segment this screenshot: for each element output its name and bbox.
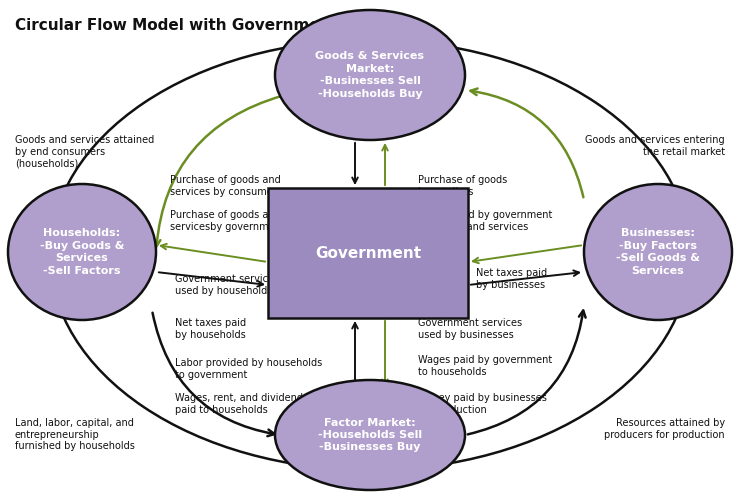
Text: Purchase of goods and
servicesby government: Purchase of goods and servicesby governm… [170, 210, 284, 231]
Text: Businesses:
-Buy Factors
-Sell Goods &
Services: Businesses: -Buy Factors -Sell Goods & S… [616, 228, 700, 276]
Ellipse shape [275, 380, 465, 490]
Text: Land, labor, capital, and
entrepreneurship
furnished by households: Land, labor, capital, and entrepreneursh… [15, 418, 135, 451]
Text: Resources attained by
producers for production: Resources attained by producers for prod… [604, 418, 725, 440]
Ellipse shape [584, 184, 732, 320]
Text: Net taxes paid
by businesses: Net taxes paid by businesses [476, 268, 547, 290]
Text: Government: Government [315, 245, 421, 261]
Text: Goods and services attained
by end consumers
(households): Goods and services attained by end consu… [15, 135, 154, 168]
Text: Government services
used by businesses: Government services used by businesses [418, 318, 522, 340]
Text: Goods & Services
Market:
-Businesses Sell
-Households Buy: Goods & Services Market: -Businesses Sel… [315, 51, 425, 99]
Text: Wages paid by government
to households: Wages paid by government to households [418, 355, 552, 377]
Text: Purchase of goods
by retailers: Purchase of goods by retailers [418, 175, 507, 197]
Text: Circular Flow Model with Government: Circular Flow Model with Government [15, 18, 338, 33]
Text: Labor provided by households
to government: Labor provided by households to governme… [175, 358, 322, 380]
Text: Households:
-Buy Goods &
Services
-Sell Factors: Households: -Buy Goods & Services -Sell … [40, 228, 125, 276]
Text: Purchase of goods and
services by consumers: Purchase of goods and services by consum… [170, 175, 282, 197]
Text: Wages, rent, and dividends
paid to households: Wages, rent, and dividends paid to house… [175, 393, 308, 414]
Text: Government services
used by households: Government services used by households [175, 274, 279, 296]
Ellipse shape [8, 184, 156, 320]
Text: Money paid by government
for goods and services: Money paid by government for goods and s… [418, 210, 552, 231]
Ellipse shape [275, 10, 465, 140]
Text: Goods and services entering
the retail market: Goods and services entering the retail m… [585, 135, 725, 156]
FancyBboxPatch shape [268, 188, 468, 318]
Text: Money paid by businesses
for production: Money paid by businesses for production [418, 393, 547, 414]
Text: Factor Market:
-Households Sell
-Businesses Buy: Factor Market: -Households Sell -Busines… [318, 417, 422, 452]
Text: Net taxes paid
by households: Net taxes paid by households [175, 318, 246, 340]
